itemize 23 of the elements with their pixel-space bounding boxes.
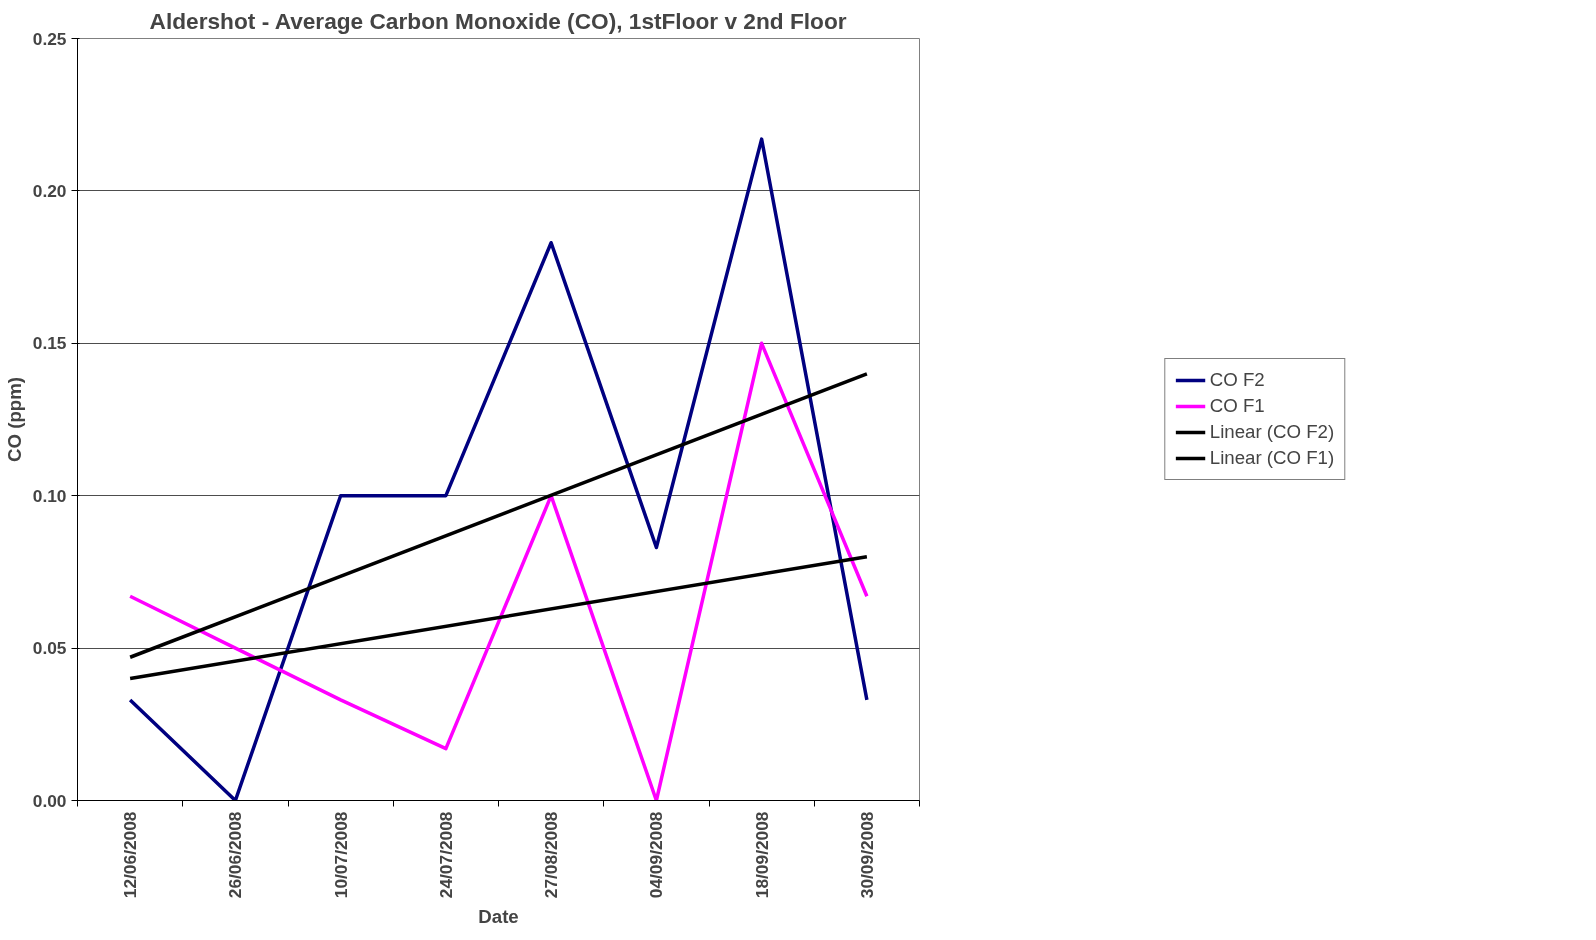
chart-title: Aldershot - Average Carbon Monoxide (CO), 1stFloor v 2nd Floor [149,7,847,34]
x-tick-label: 30/09/2008 [856,811,877,899]
line-series [128,137,869,801]
y-tick-label: 0.20 [32,180,67,201]
x-tick-label: 12/06/2008 [120,811,141,899]
y-tick-label: 0.05 [32,638,67,659]
y-tick-label: 0.00 [32,790,67,811]
x-tick-label: 26/06/2008 [225,811,246,899]
x-tick-label: 10/07/2008 [330,811,351,899]
y-tick-label: 0.15 [32,333,67,354]
line-series [128,341,869,801]
x-tick-label: 24/07/2008 [435,811,456,899]
legend-label: CO F2 [1209,369,1265,391]
x-tick-label: 18/09/2008 [751,811,772,899]
y-tick-label: 0.10 [32,485,67,506]
legend-label: Linear (CO F2) [1209,421,1335,443]
x-tick-label: 27/08/2008 [541,811,562,899]
legend-label: CO F1 [1209,395,1265,417]
x-tick-label: 04/09/2008 [646,811,667,899]
y-tick-label: 0.25 [32,28,67,49]
legend-label: Linear (CO F1) [1209,447,1335,469]
y-axis-title: CO (ppm) [3,377,25,462]
x-axis-title: Date [478,906,519,928]
